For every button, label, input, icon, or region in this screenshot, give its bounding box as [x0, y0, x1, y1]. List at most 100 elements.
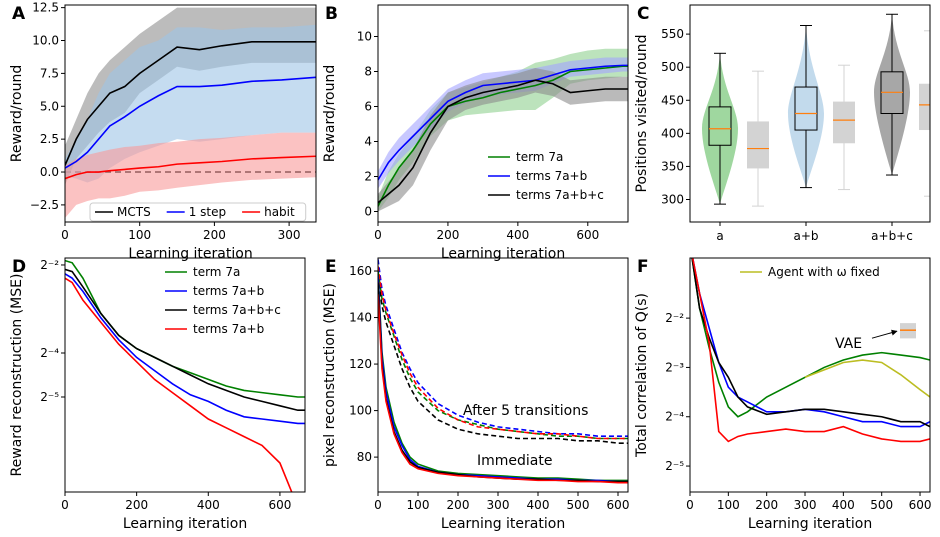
y-axis-label: Reward/round: [322, 65, 338, 163]
x-tick-label: 100: [128, 228, 151, 242]
band: [65, 24, 316, 183]
x-tick-label: 600: [909, 498, 932, 512]
y-tick-label: 7.5: [40, 66, 59, 80]
x-axis-label: Learning iteration: [441, 516, 565, 532]
band: [378, 68, 628, 212]
line: [65, 277, 293, 492]
x-tick-label: 0: [61, 498, 69, 512]
line: [378, 294, 628, 484]
x-tick-label: 0: [374, 228, 382, 242]
legend-label: Agent with ω fixed: [768, 265, 880, 279]
legend-label: 1 step: [189, 205, 226, 219]
y-tick-label: 300: [661, 193, 684, 207]
x-tick-label: 300: [794, 498, 817, 512]
line: [804, 359, 930, 398]
plot-area: [691, 258, 930, 443]
panel-label: F: [637, 257, 649, 277]
x-tick-label: 100: [717, 498, 740, 512]
axes-frame: [377, 4, 629, 223]
line: [691, 258, 930, 443]
plot-area: [378, 48, 628, 212]
y-tick-label: 400: [661, 126, 684, 140]
y-tick-label: 2: [364, 170, 372, 184]
panel-label: E: [325, 257, 337, 277]
axes-frame: [689, 4, 931, 223]
y-axis-label: Reward/round: [9, 65, 25, 163]
annotation: After 5 transitions: [463, 403, 588, 419]
panel: A Learning iteration Reward/round −2.5 0.0 2.…: [9, 1, 317, 262]
y-tick-label: 2.5: [40, 132, 59, 146]
line: [378, 259, 628, 437]
y-tick-label: 2⁻⁵: [665, 459, 684, 473]
line: [378, 270, 628, 482]
line: [65, 273, 305, 425]
y-tick-label: 140: [349, 311, 372, 325]
x-tick-label: 500: [870, 498, 893, 512]
y-tick-label: 2⁻⁵: [40, 390, 59, 404]
panel-label: B: [325, 4, 338, 24]
x-tick-label: 100: [407, 498, 430, 512]
annotation: Immediate: [477, 453, 552, 469]
x-tick-label: a+b: [793, 229, 818, 243]
legend-box: [89, 202, 307, 222]
line: [378, 275, 628, 483]
y-tick-label: 550: [661, 27, 684, 41]
plot-area: [378, 259, 628, 484]
x-tick-label: 400: [832, 498, 855, 512]
axes-frame: [64, 257, 306, 493]
panel: F Learning iteration Total correlation of …: [634, 257, 932, 532]
legend-label: habit: [264, 205, 295, 219]
band: [65, 132, 316, 219]
legend-label: MCTS: [117, 205, 151, 219]
y-tick-label: 0: [364, 205, 372, 219]
y-tick-label: 2⁻⁴: [665, 410, 684, 424]
x-tick-label: 600: [607, 498, 630, 512]
x-tick-label: 0: [686, 498, 694, 512]
box: [833, 101, 855, 144]
y-tick-label: 80: [357, 450, 372, 464]
line: [691, 258, 930, 418]
x-tick-label: 600: [268, 498, 291, 512]
y-tick-label: 8: [364, 65, 372, 79]
line: [378, 79, 628, 204]
y-tick-label: 10: [357, 30, 372, 44]
y-tick-label: 6: [364, 100, 372, 114]
x-tick-label: 300: [278, 228, 301, 242]
violin-body: [874, 14, 910, 176]
violin-body: [788, 25, 824, 188]
plot-area: [702, 13, 930, 207]
y-tick-label: 2⁻²: [40, 258, 59, 272]
line: [65, 268, 305, 412]
panel-label: A: [12, 4, 26, 24]
y-tick-label: 500: [661, 60, 684, 74]
y-tick-label: −2.5: [30, 198, 59, 212]
y-axis-label: Total correlation of Q(s): [634, 293, 650, 458]
panel-label: D: [12, 257, 26, 277]
panel-label: C: [637, 4, 649, 24]
line: [65, 259, 305, 398]
legend-label: terms 7a+b: [193, 284, 264, 298]
axes-frame: [64, 4, 317, 223]
y-tick-label: 160: [349, 264, 372, 278]
x-tick-label: 300: [487, 498, 510, 512]
x-axis-label: Learning iteration: [441, 246, 565, 262]
x-tick-label: 200: [125, 498, 148, 512]
axes-frame: [377, 257, 629, 493]
x-tick-label: 200: [436, 228, 459, 242]
x-tick-label: a+b+c: [871, 229, 913, 243]
x-tick-label: 400: [527, 498, 550, 512]
y-tick-label: 100: [349, 404, 372, 418]
legend: term 7a terms 7a+b terms 7a+b+c: [488, 150, 604, 202]
y-tick-label: 5.0: [40, 99, 59, 113]
box: [919, 83, 930, 131]
legend-label: terms 7a+b: [193, 322, 264, 336]
legend-label: term 7a: [516, 150, 563, 164]
x-tick-label: 600: [576, 228, 599, 242]
box: [708, 106, 732, 146]
y-tick-label: 2⁻²: [665, 311, 684, 325]
x-tick-label: 500: [567, 498, 590, 512]
legend: term 7a terms 7a+b terms 7a+b+c terms 7a+b: [165, 265, 281, 336]
panel: B Learning iteration Reward/round 0 2 4 6 8 10 0 2…: [322, 4, 629, 262]
legend-label: terms 7a+b+c: [193, 303, 281, 317]
